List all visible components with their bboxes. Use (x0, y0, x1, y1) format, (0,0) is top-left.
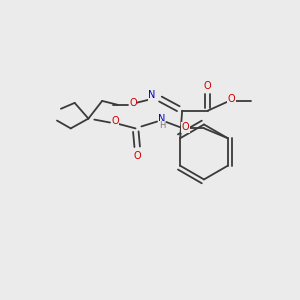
Text: O: O (182, 122, 189, 132)
Text: O: O (111, 116, 119, 126)
Text: H: H (159, 121, 165, 130)
Text: N: N (148, 90, 155, 100)
Text: O: O (204, 81, 212, 91)
Text: O: O (227, 94, 235, 104)
Text: N: N (158, 114, 166, 124)
Text: O: O (134, 151, 141, 161)
Text: O: O (129, 98, 137, 108)
